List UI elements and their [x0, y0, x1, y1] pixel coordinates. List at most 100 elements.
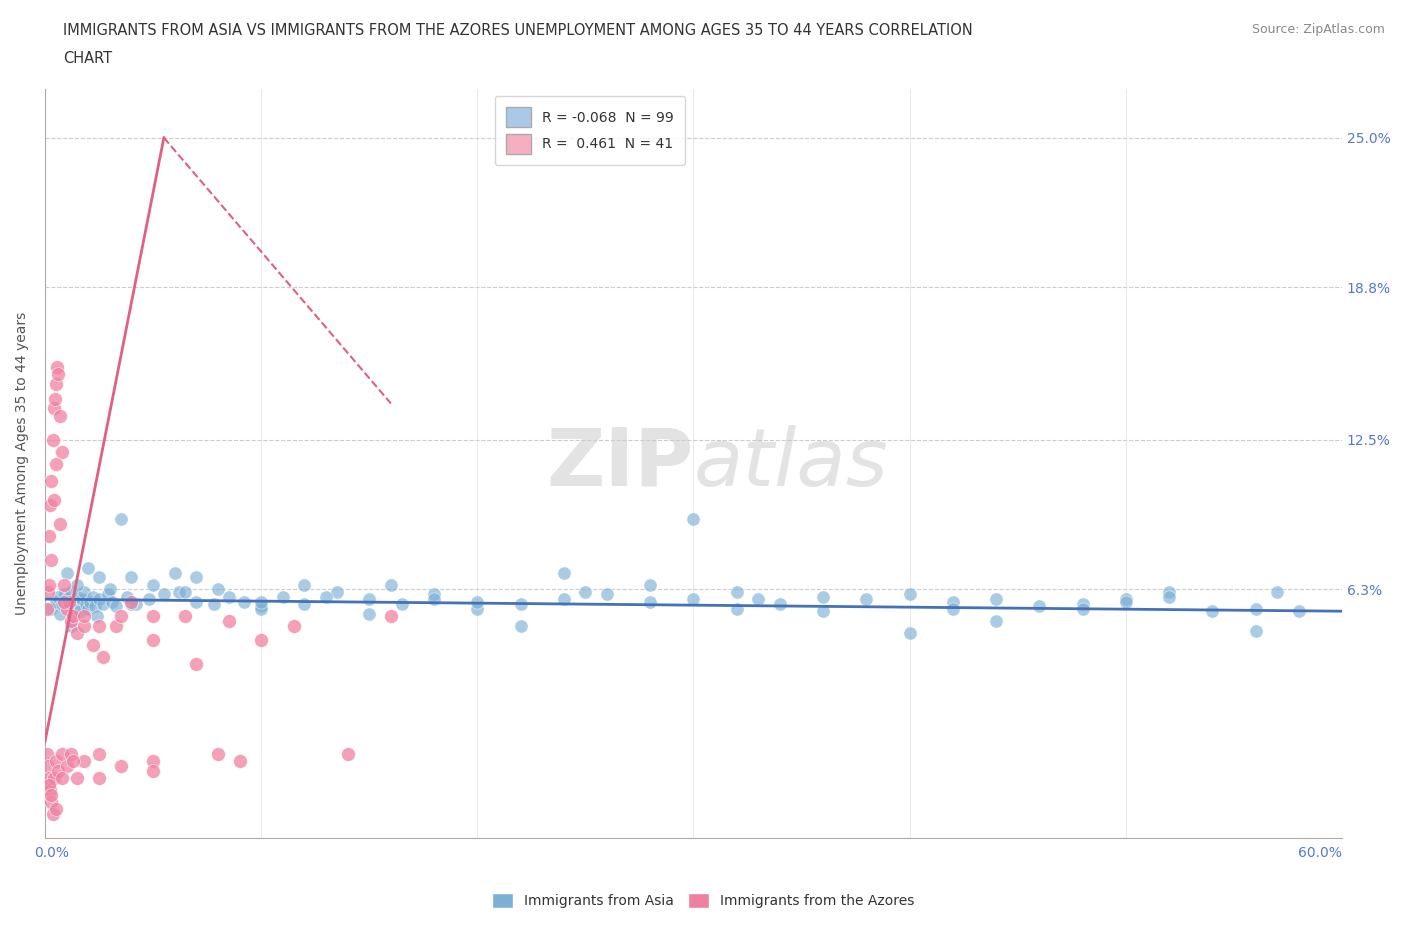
- Point: [51, 596, 73, 611]
- Point: [115, 590, 138, 604]
- Point: [811, 590, 834, 604]
- Text: atlas: atlas: [693, 425, 889, 503]
- Point: [79, 594, 101, 609]
- Point: [58, 599, 80, 614]
- Point: [41, 788, 63, 803]
- Point: [51, 445, 73, 459]
- Point: [98, 582, 121, 597]
- Point: [1265, 584, 1288, 599]
- Point: [509, 596, 531, 611]
- Point: [509, 618, 531, 633]
- Point: [73, 608, 96, 623]
- Point: [45, 594, 67, 609]
- Point: [120, 596, 142, 611]
- Point: [53, 594, 76, 609]
- Point: [65, 602, 87, 617]
- Point: [380, 578, 402, 592]
- Point: [66, 770, 89, 785]
- Text: ZIP: ZIP: [547, 425, 693, 503]
- Point: [250, 632, 273, 647]
- Point: [87, 570, 110, 585]
- Point: [51, 770, 73, 785]
- Point: [898, 587, 921, 602]
- Point: [1071, 602, 1094, 617]
- Point: [174, 584, 197, 599]
- Point: [359, 606, 381, 621]
- Point: [41, 553, 63, 568]
- Point: [42, 770, 65, 785]
- Point: [101, 594, 124, 609]
- Point: [45, 360, 67, 375]
- Point: [423, 587, 446, 602]
- Point: [44, 392, 66, 406]
- Text: IMMIGRANTS FROM ASIA VS IMMIGRANTS FROM THE AZORES UNEMPLOYMENT AMONG AGES 35 TO: IMMIGRANTS FROM ASIA VS IMMIGRANTS FROM …: [63, 23, 973, 38]
- Point: [55, 602, 77, 617]
- Point: [41, 432, 63, 447]
- Point: [142, 753, 165, 768]
- Point: [574, 584, 596, 599]
- Y-axis label: Unemployment Among Ages 35 to 44 years: Unemployment Among Ages 35 to 44 years: [15, 312, 30, 616]
- Point: [45, 753, 67, 768]
- Point: [283, 618, 305, 633]
- Point: [82, 590, 104, 604]
- Point: [45, 802, 67, 817]
- Point: [359, 591, 381, 606]
- Point: [596, 587, 619, 602]
- Point: [87, 591, 110, 606]
- Point: [42, 493, 65, 508]
- Point: [38, 777, 60, 792]
- Point: [207, 746, 229, 761]
- Point: [1115, 591, 1137, 606]
- Point: [898, 626, 921, 641]
- Point: [49, 517, 72, 532]
- Point: [553, 565, 575, 580]
- Point: [46, 764, 69, 778]
- Point: [66, 626, 89, 641]
- Point: [105, 599, 128, 614]
- Point: [66, 590, 89, 604]
- Point: [77, 602, 100, 617]
- Point: [110, 512, 132, 526]
- Point: [315, 590, 337, 604]
- Point: [46, 590, 69, 604]
- Point: [69, 604, 91, 618]
- Point: [142, 608, 165, 623]
- Point: [66, 578, 89, 592]
- Point: [87, 746, 110, 761]
- Point: [45, 377, 67, 392]
- Point: [218, 614, 240, 629]
- Point: [202, 596, 225, 611]
- Legend: R = -0.068  N = 99, R =  0.461  N = 41: R = -0.068 N = 99, R = 0.461 N = 41: [495, 97, 685, 165]
- Point: [41, 806, 63, 821]
- Point: [59, 614, 82, 629]
- Text: Source: ZipAtlas.com: Source: ZipAtlas.com: [1251, 23, 1385, 36]
- Point: [167, 584, 190, 599]
- Point: [250, 599, 273, 614]
- Point: [1028, 599, 1050, 614]
- Point: [97, 587, 120, 602]
- Point: [682, 512, 704, 526]
- Point: [70, 591, 93, 606]
- Point: [55, 591, 77, 606]
- Point: [250, 602, 273, 617]
- Point: [638, 594, 661, 609]
- Point: [58, 594, 80, 609]
- Point: [59, 746, 82, 761]
- Point: [769, 596, 792, 611]
- Point: [855, 591, 877, 606]
- Point: [37, 746, 59, 761]
- Point: [86, 608, 108, 623]
- Point: [1157, 584, 1180, 599]
- Point: [391, 596, 413, 611]
- Point: [228, 753, 250, 768]
- Point: [55, 758, 77, 773]
- Point: [59, 584, 82, 599]
- Point: [811, 604, 834, 618]
- Point: [138, 591, 160, 606]
- Point: [725, 602, 748, 617]
- Point: [232, 594, 254, 609]
- Point: [59, 618, 82, 633]
- Point: [174, 608, 197, 623]
- Point: [55, 565, 77, 580]
- Point: [120, 570, 142, 585]
